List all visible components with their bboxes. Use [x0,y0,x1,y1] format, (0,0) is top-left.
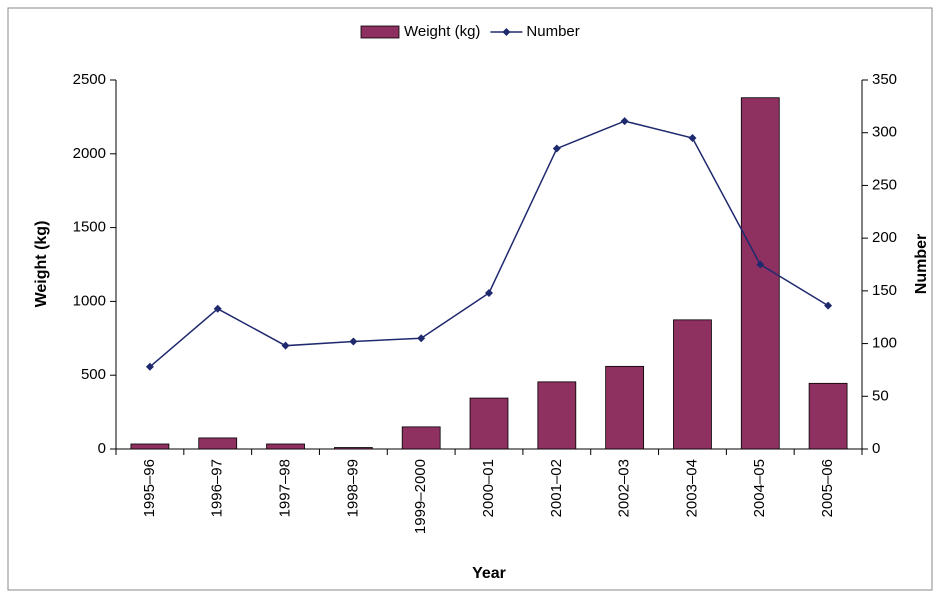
bar [808,382,848,450]
y2-tick-label: 300 [872,124,897,141]
y2-tick-label: 200 [872,229,897,246]
x-tick-label: 2000–01 [480,459,497,517]
legend-label: Weight (kg) [404,23,480,40]
y2-tick-label: 150 [872,282,897,299]
point [417,334,426,343]
y2-tick-label: 250 [872,176,897,193]
bar [537,381,577,450]
x-axis-title: Year [472,565,506,582]
x-tick-label: 2003–04 [683,459,700,517]
legend-swatch [360,25,400,39]
x-tick-label: 1998–99 [344,459,361,517]
x-tick-label: 1997–98 [277,459,294,517]
y-axis-title: Weight (kg) [33,221,50,308]
point [824,301,833,310]
point [620,117,629,126]
y-tick-label: 0 [98,440,106,457]
x-tick-label: 1996–97 [209,459,226,517]
point [688,133,697,142]
x-tick-label: 1995–96 [141,459,158,517]
x-tick-label: 2005–06 [819,459,836,517]
y-tick-label: 500 [81,366,106,383]
point [485,288,493,297]
y2-tick-label: 50 [872,387,889,404]
y-tick-label: 2500 [73,71,106,88]
bar [605,365,645,450]
bar [266,443,305,450]
y-tick-label: 2000 [73,145,106,162]
point [213,304,222,313]
y2-tick-label: 100 [872,335,897,352]
point [349,337,358,346]
bar [333,447,373,450]
y-tick-label: 1500 [73,219,106,236]
x-tick-label: 2001–02 [548,459,565,517]
point [281,341,290,350]
bar [198,437,238,450]
x-tick-label: 2004–05 [751,459,768,517]
point [145,362,154,371]
point [756,260,765,269]
bar [401,426,441,450]
y-tick-label: 1000 [73,292,106,309]
bar [130,443,170,450]
x-tick-label: 1999–2000 [412,459,429,534]
bar [673,319,712,450]
x-tick-label: 2002–03 [616,459,633,517]
bar [740,97,780,450]
bar [469,397,509,450]
legend-marker [502,28,511,36]
point [552,144,561,153]
y2-tick-label: 0 [872,440,880,457]
y2-tick-label: 350 [872,71,897,88]
y2-axis-title: Number [913,234,930,294]
legend-label: Number [526,23,579,40]
